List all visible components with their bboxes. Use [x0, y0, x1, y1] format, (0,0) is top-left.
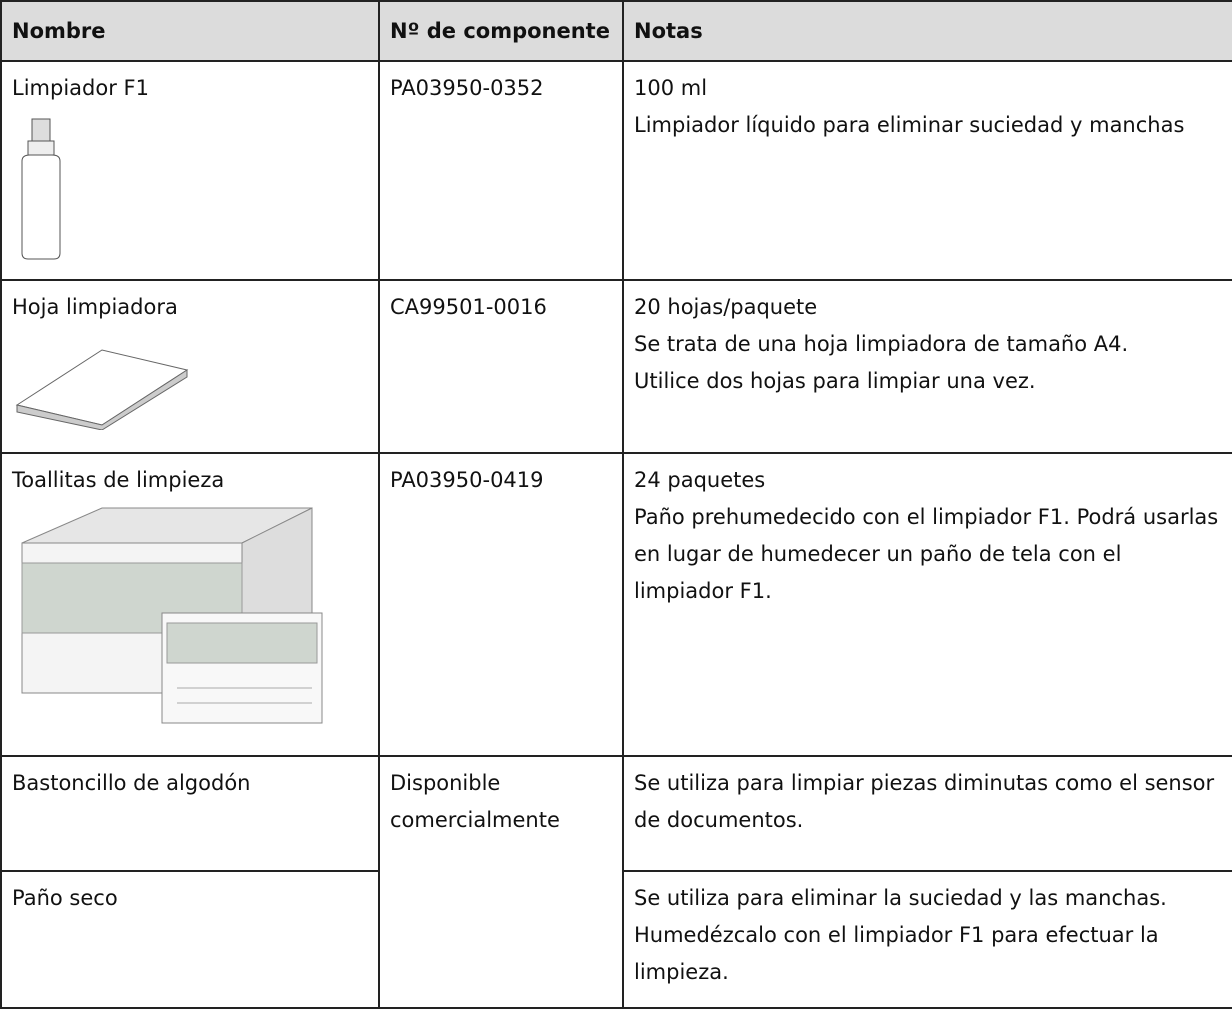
name-cell: Toallitas de limpieza [0, 452, 380, 757]
row: Hoja limpiadora CA99501-0016 20 hojas/paqu… [0, 279, 1232, 454]
illustration [12, 330, 368, 442]
note: Se utiliza para eliminar la suciedad y l… [634, 886, 1167, 910]
item-name: Toallitas de limpieza [12, 468, 225, 492]
note: 20 hojas/paquete [634, 295, 818, 319]
name-cell: Hoja limpiadora [0, 279, 380, 454]
illustration [12, 111, 368, 273]
item-name: Bastoncillo de algodón [12, 771, 251, 795]
name-cell: Paño seco [0, 870, 380, 1009]
name-cell: Limpiador F1 [0, 60, 380, 281]
note: 24 paquetes [634, 468, 766, 492]
part-cell: CA99501-0016 [378, 279, 624, 454]
note: Se utiliza para limpiar piezas diminutas… [634, 771, 1215, 832]
header-row: Nombre Nº de componente Notas [0, 0, 1232, 62]
row: Bastoncillo de algodón Disponible comerci… [0, 755, 1232, 1009]
item-name: Hoja limpiadora [12, 295, 178, 319]
name-cell: Bastoncillo de algodón [0, 755, 380, 872]
note: Humedézcalo con el limpiador F1 para efe… [634, 923, 1159, 984]
notes-cell: Se utiliza para limpiar piezas diminutas… [622, 755, 1232, 872]
part-cell: PA03950-0352 [378, 60, 624, 281]
notes-cell: 24 paquetes Paño prehumedecido con el lim… [622, 452, 1232, 757]
item-name: Paño seco [12, 886, 118, 910]
note: Paño prehumedecido con el limpiador F1. … [634, 505, 1219, 603]
part-cell: PA03950-0419 [378, 452, 624, 757]
note: 100 ml [634, 76, 708, 100]
notes-cell: 20 hojas/paquete Se trata de una hoja lim… [622, 279, 1232, 454]
row: Toallitas de limpieza PA03950-0419 24 paqu… [0, 452, 1232, 757]
header-cell: Nombre [0, 0, 380, 62]
row: Limpiador F1 PA03950-0352 100 ml Limpiador … [0, 60, 1232, 281]
illustration [12, 503, 368, 745]
header-cell: Notas [622, 0, 1232, 62]
note: Limpiador líquido para eliminar suciedad… [634, 113, 1185, 137]
part-cell: Disponible comercialmente [378, 755, 624, 1009]
item-name: Limpiador F1 [12, 76, 149, 100]
notes-cell: 100 ml Limpiador líquido para eliminar su… [622, 60, 1232, 281]
note: Se trata de una hoja limpiadora de tamañ… [634, 332, 1129, 356]
note: Utilice dos hojas para limpiar una vez. [634, 369, 1036, 393]
header-cell: Nº de componente [378, 0, 624, 62]
notes-cell: Se utiliza para eliminar la suciedad y l… [622, 870, 1232, 1009]
